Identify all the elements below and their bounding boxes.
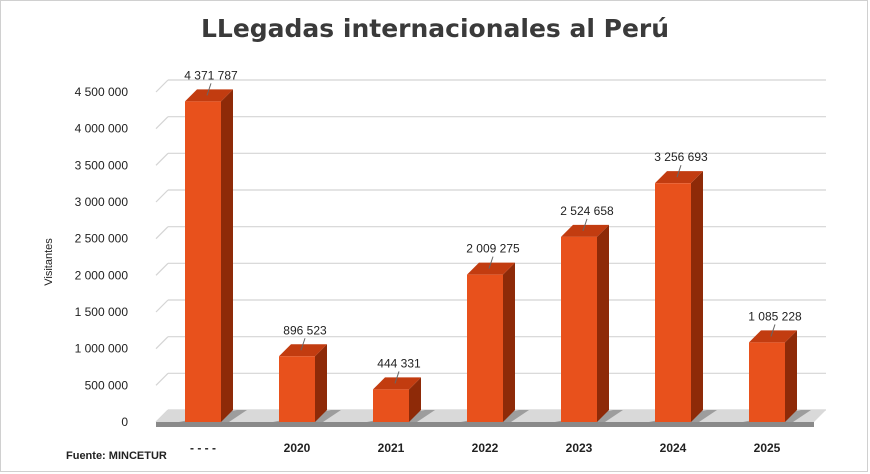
- data-label: 4 371 787: [184, 68, 238, 82]
- gridline-diagonal: [155, 79, 169, 93]
- bar: [743, 330, 811, 422]
- bar-side: [409, 377, 421, 422]
- bar: [367, 377, 435, 422]
- bar: [273, 344, 341, 422]
- bar-front: [561, 236, 597, 422]
- x-tick-label: 2021: [378, 441, 405, 455]
- data-label-leader: [488, 256, 494, 269]
- x-tick-label: 2024: [660, 441, 687, 455]
- y-tick-label: 500 000: [85, 378, 129, 392]
- bars: [179, 89, 811, 423]
- bar: [555, 224, 623, 422]
- x-tick-label: 2022: [472, 441, 499, 455]
- gridline-diagonal: [155, 189, 169, 203]
- data-labels: 4 371 787 896 523 444 331 2 009 275 2 524 65…: [184, 68, 802, 384]
- bar-side: [221, 89, 233, 423]
- bar-front: [655, 183, 691, 422]
- data-label: 444 331: [377, 356, 421, 370]
- bar: [649, 171, 717, 422]
- source-note: Fuente: MINCETUR: [66, 450, 167, 462]
- bar: [461, 262, 529, 422]
- bar-side: [691, 171, 703, 422]
- y-tick-label: 3 000 000: [75, 195, 129, 209]
- x-tick-label: 2025: [754, 441, 781, 455]
- bar-front: [749, 342, 785, 422]
- y-tick-label: 4 000 000: [75, 122, 129, 136]
- x-tick-label: 2023: [566, 441, 593, 455]
- bar-top: [373, 377, 421, 390]
- bar-top: [561, 224, 609, 237]
- y-tick-label: 2 000 000: [75, 268, 129, 282]
- floor-edge: [156, 422, 814, 427]
- data-label: 896 523: [283, 323, 327, 337]
- x-axis: - - - - 2020 2021 2022 2023 2024 2025: [190, 441, 781, 455]
- data-label: 2 009 275: [466, 242, 520, 256]
- data-label-leader: [582, 218, 588, 232]
- bar-top: [655, 171, 703, 184]
- y-tick-label: 3 500 000: [75, 158, 129, 172]
- bar-side: [503, 262, 515, 422]
- data-label-leader: [206, 83, 212, 96]
- bar-side: [597, 224, 609, 422]
- y-axis: 0 500 000 1 000 000 1 500 000 2 000 000 2 500…: [75, 85, 129, 429]
- y-tick-label: 1 000 000: [75, 342, 129, 356]
- bar-top: [467, 262, 515, 275]
- y-tick-label: 1 500 000: [75, 305, 129, 319]
- data-label: 1 085 228: [748, 309, 802, 323]
- bar-front: [185, 101, 221, 423]
- x-tick-label: - - - -: [190, 441, 216, 455]
- data-label-leader: [770, 324, 776, 337]
- data-label-leader: [676, 165, 682, 178]
- gridline-diagonal: [155, 262, 169, 276]
- y-axis-label: Visitantes: [43, 238, 55, 286]
- bar-front: [467, 274, 503, 422]
- chart-title: LLegadas internacionales al Perú: [200, 14, 670, 43]
- data-label-leader: [394, 371, 400, 384]
- bar-front: [279, 356, 315, 422]
- y-tick-label: 2 500 000: [75, 232, 129, 246]
- gridline-diagonal: [155, 372, 169, 386]
- y-tick-label: 4 500 000: [75, 85, 129, 99]
- data-label-leader: [300, 338, 306, 351]
- bar-top: [279, 344, 327, 357]
- gridline-diagonal: [155, 116, 169, 130]
- data-label: 2 524 658: [560, 204, 614, 218]
- gridline-diagonal: [155, 226, 169, 240]
- data-label: 3 256 693: [654, 150, 708, 164]
- y-tick-label: 0: [121, 415, 128, 429]
- bar-top: [185, 89, 233, 102]
- bar-side: [785, 330, 797, 422]
- gridline-diagonal: [155, 152, 169, 166]
- x-tick-label: 2020: [284, 441, 311, 455]
- gridline-diagonal: [155, 336, 169, 350]
- bar-top: [749, 330, 797, 343]
- gridline-diagonal: [155, 299, 169, 313]
- bar: [179, 89, 247, 423]
- bar-front: [373, 389, 409, 422]
- bar-side: [315, 344, 327, 422]
